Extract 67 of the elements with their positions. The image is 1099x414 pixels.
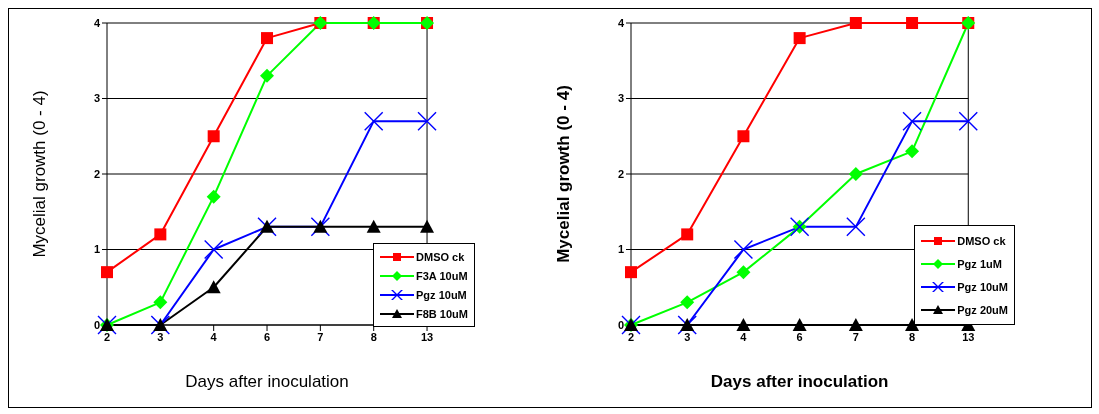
point [736,265,751,280]
point [902,111,922,131]
x-tick-label: 4 [740,330,748,343]
legend-label: Pgz 10uM [416,288,467,301]
point [793,32,806,45]
y-tick-label: 1 [93,243,100,256]
point [206,280,221,294]
point [153,295,168,310]
point [906,17,919,29]
point [207,130,220,143]
x-tick-label: 2 [627,330,635,343]
point [905,144,920,159]
legend-label: F8B 10uM [416,307,468,320]
y-tick-label: 0 [617,318,624,331]
point [848,318,863,331]
point [206,189,221,204]
point [737,130,750,143]
x-axis-title: Days after inoculation [185,372,349,391]
x-tick-label: 13 [962,330,975,343]
y-tick-label: 4 [617,16,625,29]
point [420,219,435,233]
y-axis-title: Mycelial growth (0 - 4) [30,90,50,258]
legend-label: DMSO ck [416,250,465,263]
legend-label: Pgz 20uM [957,303,1008,316]
point [905,318,920,331]
y-tick-label: 0 [93,318,100,331]
x-tick-label: 3 [684,330,691,343]
y-tick-label: 4 [93,16,101,29]
point [203,239,224,260]
x-tick-label: 4 [210,330,218,343]
point [680,295,695,310]
point [733,239,754,260]
x-tick-label: 3 [157,330,164,343]
y-axis-title: Mycelial growth (0 - 4) [554,85,574,263]
point [260,68,275,83]
x-tick-label: 7 [317,330,324,343]
x-axis-title: Days after inoculation [710,372,889,391]
x-tick-label: 8 [370,330,377,343]
x-tick-label: 13 [420,330,434,343]
legend-label: Pgz 1uM [957,257,1002,270]
point [101,266,113,279]
x-tick-label: 2 [103,330,111,343]
point [417,111,437,131]
y-tick-label: 2 [93,167,100,180]
point [846,217,866,237]
y-tick-label: 3 [617,92,624,105]
y-tick-label: 3 [93,92,100,105]
legend-label: F3A 10uM [416,269,468,282]
point [736,318,751,331]
point [849,17,862,29]
legend-label: Pgz 10uM [957,280,1008,293]
y-tick-label: 1 [617,243,624,256]
point [363,111,384,131]
point [958,111,978,131]
point [261,32,274,45]
legend-label: DMSO ck [957,234,1006,247]
point [154,228,167,241]
point [792,318,807,331]
x-tick-label: 8 [908,330,916,343]
point [681,228,694,241]
x-tick-label: 7 [852,330,859,343]
point [625,266,637,279]
x-tick-label: 6 [263,330,271,343]
y-tick-label: 2 [617,167,624,180]
point [366,219,381,233]
point [848,167,863,181]
x-tick-label: 6 [796,330,803,343]
